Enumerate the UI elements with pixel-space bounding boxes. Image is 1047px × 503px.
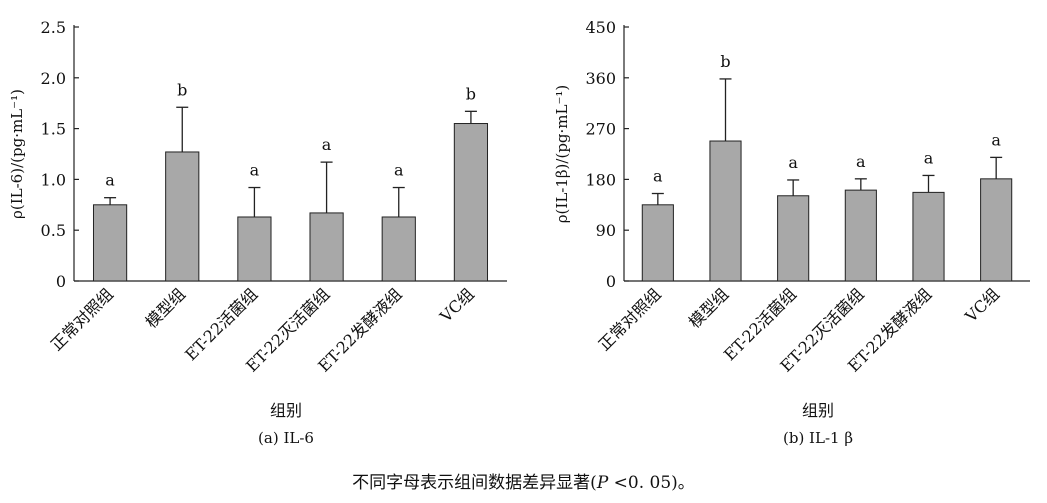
bar xyxy=(980,178,1013,282)
bar xyxy=(709,140,742,282)
y-tick-label: 270 xyxy=(585,120,616,139)
x-axis-label: 组别 xyxy=(270,401,302,420)
x-tick-label: 模型组 xyxy=(142,284,189,331)
y-tick-label: 1.0 xyxy=(41,170,66,189)
significance-label: a xyxy=(394,161,404,180)
significance-label: a xyxy=(991,130,1001,149)
y-tick-label: 180 xyxy=(585,170,616,189)
y-tick-label: 450 xyxy=(585,18,616,37)
significance-label: a xyxy=(788,153,798,172)
y-axis-label: ρ(IL-6)/(pg·mL⁻¹) xyxy=(8,89,26,219)
significance-label: a xyxy=(856,152,866,171)
significance-label: b xyxy=(466,84,476,103)
y-tick-label: 360 xyxy=(585,69,616,88)
x-axis-label: 组别 xyxy=(802,401,834,420)
bar xyxy=(777,195,810,282)
y-tick-label: 2.0 xyxy=(41,69,66,88)
footnote-p-symbol: P xyxy=(596,473,609,493)
bar xyxy=(309,212,344,282)
x-tick-label: 模型组 xyxy=(685,284,732,331)
x-tick-label: 正常对照组 xyxy=(595,284,665,354)
bar xyxy=(237,216,272,282)
bar xyxy=(381,216,416,282)
bar xyxy=(165,151,200,282)
footnote-text-before: 不同字母表示组间数据差异显著( xyxy=(352,473,597,493)
significance-label: a xyxy=(250,161,260,180)
bar xyxy=(912,191,945,282)
significance-label: a xyxy=(322,135,332,154)
subplot-caption: (a) IL-6 xyxy=(258,429,314,447)
x-tick-label: VC组 xyxy=(435,284,477,326)
y-tick-label: 0 xyxy=(606,272,616,291)
y-tick-label: 0.5 xyxy=(41,221,66,240)
y-tick-label: 0 xyxy=(56,272,66,291)
bar xyxy=(844,189,877,282)
significance-label: a xyxy=(105,171,115,190)
significance-label: b xyxy=(720,52,730,71)
bar xyxy=(641,204,674,282)
y-tick-label: 90 xyxy=(596,221,616,240)
footnote-text-after: <0. 05)。 xyxy=(608,473,695,493)
y-tick-label: 2.5 xyxy=(41,18,66,37)
y-tick-label: 1.5 xyxy=(41,120,66,139)
subplot-caption: (b) IL-1 β xyxy=(783,429,853,447)
bar xyxy=(453,123,489,282)
significance-label: a xyxy=(924,148,934,167)
chart-il6: 0 0.5 1.0 1.5 2.0 2.5 ρ(IL-6)/(pg·mL⁻¹) a 正常对照组 b… xyxy=(8,18,507,447)
bar xyxy=(92,204,128,282)
x-tick-label: VC组 xyxy=(961,284,1003,326)
significance-label: a xyxy=(653,167,663,186)
chart-il1b: 0 90 180 270 360 450 ρ(IL-1β)/(pg·mL⁻¹) a 正常对照组 b… xyxy=(553,18,1030,447)
significance-footnote: 不同字母表示组间数据差异显著(P <0. 05)。 xyxy=(0,468,1047,493)
x-tick-label: ET-22活菌组 xyxy=(181,284,261,364)
x-tick-label: 正常对照组 xyxy=(47,284,117,354)
y-axis-label: ρ(IL-1β)/(pg·mL⁻¹) xyxy=(553,85,571,224)
significance-label: b xyxy=(177,80,187,99)
